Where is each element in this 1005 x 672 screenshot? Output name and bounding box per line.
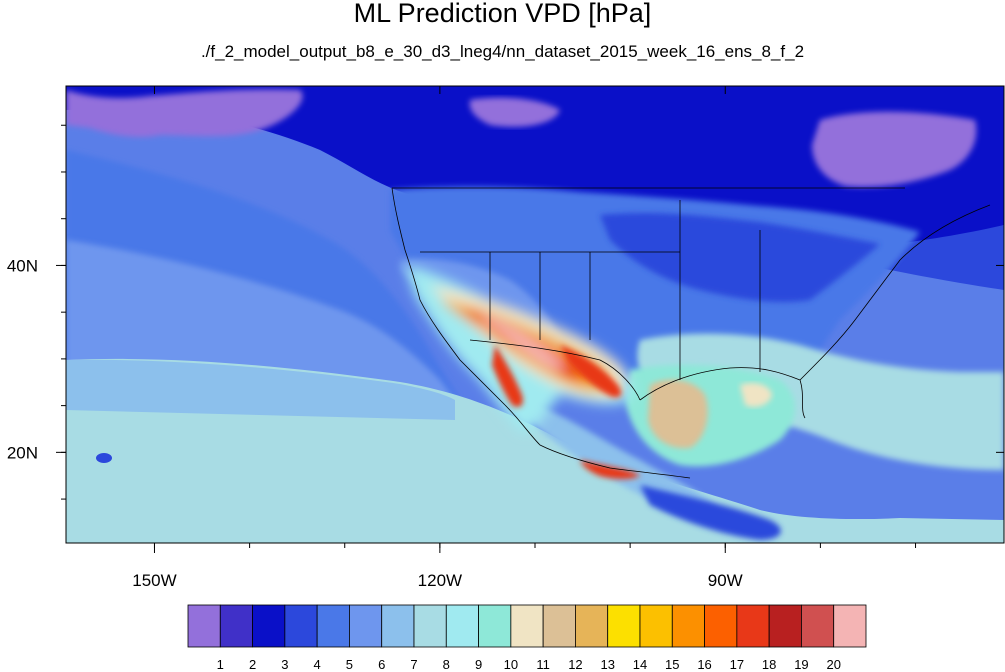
colorbar-swatch <box>187 604 221 648</box>
lon-tick-label: 150W <box>132 571 176 590</box>
colorbar-swatch <box>316 604 350 648</box>
colorbar: 1 2 3 4 5 6 7 8 9 10 11 12 13 14 15 16 17 18 19 20 <box>187 604 867 672</box>
map-panel <box>66 86 1004 543</box>
colorbar-swatch <box>768 604 802 648</box>
colorbar-swatch <box>575 604 609 648</box>
colorbar-label: 6 <box>378 657 385 672</box>
colorbar-label: 16 <box>697 657 711 672</box>
colorbar-swatch <box>671 604 705 648</box>
colorbar-label: 20 <box>826 657 840 672</box>
colorbar-label: 5 <box>346 657 353 672</box>
colorbar-label: 7 <box>410 657 417 672</box>
colorbar-label: 4 <box>314 657 321 672</box>
colorbar-label: 10 <box>504 657 518 672</box>
latitude-axis: 40N 20N <box>7 124 1004 500</box>
colorbar-swatch <box>510 604 544 648</box>
colorbar-label: 17 <box>730 657 744 672</box>
longitude-axis: 150W 120W 90W <box>132 86 917 590</box>
country-state-boundaries <box>391 187 991 479</box>
colorbar-swatch <box>219 604 253 648</box>
colorbar-label: 19 <box>794 657 808 672</box>
lat-tick-label: 40N <box>7 256 38 275</box>
colorbar-label: 13 <box>600 657 614 672</box>
colorbar-swatch <box>607 604 641 648</box>
colorbar-label: 3 <box>281 657 288 672</box>
colorbar-label: 2 <box>249 657 256 672</box>
colorbar-swatch <box>445 604 479 648</box>
colorbar-swatch <box>542 604 576 648</box>
map-subtitle: ./f_2_model_output_b8_e_30_d3_lneg4/nn_d… <box>200 42 805 61</box>
colorbar-swatch <box>833 604 867 648</box>
colorbar-swatch <box>284 604 318 648</box>
colorbar-label: 12 <box>568 657 582 672</box>
lon-tick-label: 90W <box>708 571 743 590</box>
colorbar-swatch <box>252 604 286 648</box>
colorbar-label: 14 <box>633 657 647 672</box>
colorbar-label: 11 <box>536 657 550 672</box>
lon-tick-label: 120W <box>418 571 462 590</box>
colorbar-swatch <box>478 604 512 648</box>
colorbar-label: 1 <box>217 657 224 672</box>
colorbar-label: 15 <box>665 657 679 672</box>
colorbar-swatch <box>413 604 447 648</box>
lat-tick-label: 20N <box>7 443 38 462</box>
colorbar-label: 18 <box>762 657 776 672</box>
colorbar-swatch <box>349 604 383 648</box>
colorbar-label: 8 <box>443 657 450 672</box>
colorbar-swatch <box>801 604 835 648</box>
colorbar-label: 9 <box>475 657 482 672</box>
map-title: ML Prediction VPD [hPa] <box>353 0 652 28</box>
colorbar-swatch <box>381 604 415 648</box>
colorbar-swatch <box>704 604 738 648</box>
colorbar-swatch <box>639 604 673 648</box>
colorbar-swatch <box>736 604 770 648</box>
